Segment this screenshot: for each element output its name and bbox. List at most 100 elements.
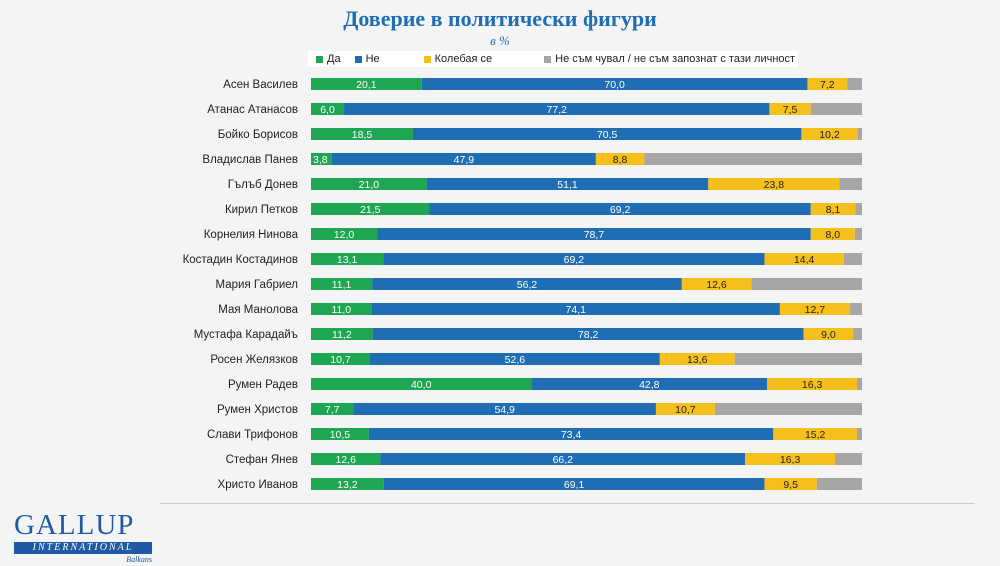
bar-segment-1 — [372, 328, 804, 340]
data-label: 15,2 — [805, 429, 826, 441]
category-label: Гълъб Донев — [228, 179, 298, 191]
data-label: 70,5 — [597, 129, 618, 141]
bar-segment-0 — [311, 128, 413, 140]
bar-segment-2 — [810, 203, 856, 215]
data-label: 7,7 — [325, 404, 340, 416]
bar-row: Кирил Петков 21,5 69,2 8,1 — [225, 203, 862, 216]
category-label: Корнелия Нинова — [204, 229, 299, 241]
data-label: 78,7 — [584, 229, 605, 241]
data-label: 69,1 — [564, 479, 585, 491]
category-label: Румен Христов — [217, 404, 298, 416]
data-label: 77,2 — [547, 104, 568, 116]
data-label: 3,8 — [313, 154, 328, 166]
legend-item-unknown: Не съм чувал / не съм запознат с тази ли… — [544, 53, 795, 65]
bar-segment-0 — [311, 453, 381, 465]
data-label: 11,0 — [331, 304, 351, 316]
logo-region-text: Balkans — [126, 555, 152, 564]
legend-label-undecided: Колебая се — [434, 53, 493, 65]
chart-legend: Да Не Колебая се Не съм чувал / не съм з… — [308, 51, 798, 67]
bar-segment-1 — [421, 78, 808, 90]
bar-row: Владислав Панев 3,8 47,9 8,8 — [202, 153, 863, 166]
gallup-logo: GALLUP INTERNATIONAL Balkans — [10, 510, 155, 564]
data-label: 69,2 — [564, 254, 585, 266]
data-label: 73,4 — [561, 429, 582, 441]
data-label: 18,5 — [352, 129, 373, 141]
bar-segment-1 — [368, 428, 774, 440]
bar-segment-0 — [311, 328, 373, 340]
data-label: 7,5 — [783, 104, 798, 116]
bar-segment-1 — [371, 303, 780, 315]
data-label: 6,0 — [320, 104, 335, 116]
bar-segment-3 — [854, 228, 862, 240]
bar-segment-0 — [311, 103, 345, 115]
bar-segment-0 — [311, 303, 372, 315]
bar-row: Росен Желязков 10,7 52,6 13,6 — [210, 353, 862, 366]
bar-segment-0 — [311, 478, 384, 490]
legend-swatch-undecided — [423, 55, 431, 63]
data-label: 12,7 — [805, 304, 826, 316]
bar-segment-0 — [311, 403, 354, 415]
bar-segment-3 — [857, 428, 862, 440]
data-label: 66,2 — [553, 454, 574, 466]
category-label: Бойко Борисов — [218, 129, 298, 141]
bar-segment-0 — [311, 203, 430, 215]
data-label: 21,5 — [360, 204, 381, 216]
category-label: Атанас Атанасов — [207, 104, 298, 116]
data-label: 12,6 — [706, 279, 727, 291]
data-label: 21,0 — [359, 179, 380, 191]
data-label: 20,1 — [356, 79, 377, 91]
bar-segment-1 — [353, 403, 656, 415]
bar-segment-1 — [372, 278, 682, 290]
bar-segment-3 — [843, 253, 862, 265]
legend-label-yes: Да — [327, 53, 341, 65]
data-label: 9,5 — [783, 479, 798, 491]
logo-band — [14, 542, 152, 554]
data-label: 12,0 — [334, 229, 355, 241]
bar-segment-3 — [855, 203, 862, 215]
bar-segment-0 — [311, 78, 422, 90]
data-label: 74,1 — [566, 304, 587, 316]
category-label: Асен Василев — [223, 79, 298, 91]
bar-segment-3 — [810, 103, 862, 115]
data-label: 13,6 — [687, 354, 708, 366]
data-label: 16,3 — [780, 454, 801, 466]
data-label: 47,9 — [454, 154, 475, 166]
bar-segment-1 — [426, 178, 709, 190]
bar-row: Мария Габриел 11,1 56,2 12,6 — [216, 278, 862, 291]
bar-segment-1 — [531, 378, 768, 390]
category-label: Костадин Костадинов — [183, 254, 298, 266]
bar-segment-2 — [708, 178, 840, 190]
bar-segment-2 — [769, 103, 811, 115]
bar-segment-3 — [849, 303, 862, 315]
bar-segment-1 — [383, 253, 765, 265]
bar-segment-1 — [412, 128, 802, 140]
bar-segment-1 — [380, 453, 746, 465]
bar-segment-3 — [751, 278, 862, 290]
bar-segment-0 — [311, 353, 370, 365]
data-label: 42,8 — [639, 379, 660, 391]
bar-segment-0 — [311, 153, 332, 165]
bar-row: Мая Манолова 11,0 74,1 12,7 — [218, 303, 862, 316]
legend-swatch-no — [354, 55, 362, 63]
bar-row: Румен Христов 7,7 54,9 10,7 — [217, 403, 862, 416]
bar-segment-0 — [311, 228, 378, 240]
category-label: Стефан Янев — [226, 454, 298, 466]
bar-segment-1 — [383, 478, 765, 490]
bar-segment-3 — [835, 453, 862, 465]
data-label: 40,0 — [411, 379, 432, 391]
data-label: 10,7 — [330, 354, 351, 366]
bar-segment-2 — [745, 453, 835, 465]
legend-item-undecided: Колебая се — [423, 53, 493, 65]
bar-row: Асен Василев 20,1 70,0 7,2 — [223, 78, 862, 91]
bar-row: Корнелия Нинова 12,0 78,7 8,0 — [204, 228, 862, 241]
bar-segment-2 — [801, 128, 858, 140]
bar-segment-2 — [681, 278, 752, 290]
logo-main-text: GALLUP — [14, 509, 135, 541]
bar-segment-2 — [655, 403, 715, 415]
data-label: 8,0 — [825, 229, 840, 241]
category-label: Мая Манолова — [218, 304, 298, 316]
bar-segment-1 — [377, 228, 811, 240]
bar-segment-2 — [779, 303, 850, 315]
category-label: Мустафа Карадайъ — [194, 329, 298, 341]
bar-segment-2 — [807, 78, 848, 90]
